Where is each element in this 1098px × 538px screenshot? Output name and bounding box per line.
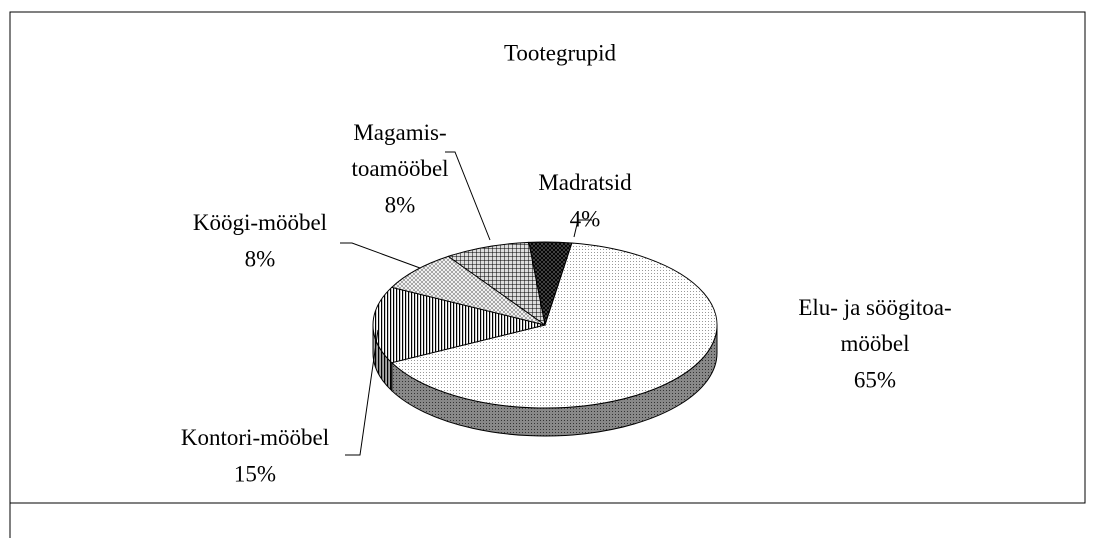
- slice-label: Magamis-toamööbel: [351, 120, 448, 181]
- label-line: mööbel: [841, 331, 910, 356]
- slice-label: Elu- ja söögitoa-mööbel: [798, 295, 951, 356]
- label-line: Magamis-: [353, 120, 446, 145]
- leader-line: [345, 329, 379, 456]
- value-label: 8%: [385, 192, 416, 217]
- slice-label: Kontori-mööbel: [181, 425, 329, 450]
- value-label: 4%: [570, 206, 601, 231]
- chart-title: Tootegrupid: [504, 40, 617, 65]
- leader-line: [573, 219, 592, 238]
- value-label: 65%: [854, 367, 896, 392]
- label-line: Elu- ja söögitoa-: [798, 295, 951, 320]
- value-label: 8%: [245, 246, 276, 271]
- chart-frame: [9, 11, 1086, 538]
- label-line: Köögi-mööbel: [193, 210, 327, 235]
- leader-line: [340, 242, 421, 269]
- label-line: Madratsid: [538, 170, 632, 195]
- slice: [390, 242, 718, 409]
- label-line: toamööbel: [351, 156, 448, 181]
- slice-label: Madratsid: [538, 170, 632, 195]
- slice-label: Köögi-mööbel: [193, 210, 327, 235]
- leader-line: [445, 151, 491, 241]
- slice: [372, 286, 546, 364]
- label-line: Kontori-mööbel: [181, 425, 329, 450]
- slice: [447, 241, 546, 327]
- value-label: 15%: [234, 461, 276, 486]
